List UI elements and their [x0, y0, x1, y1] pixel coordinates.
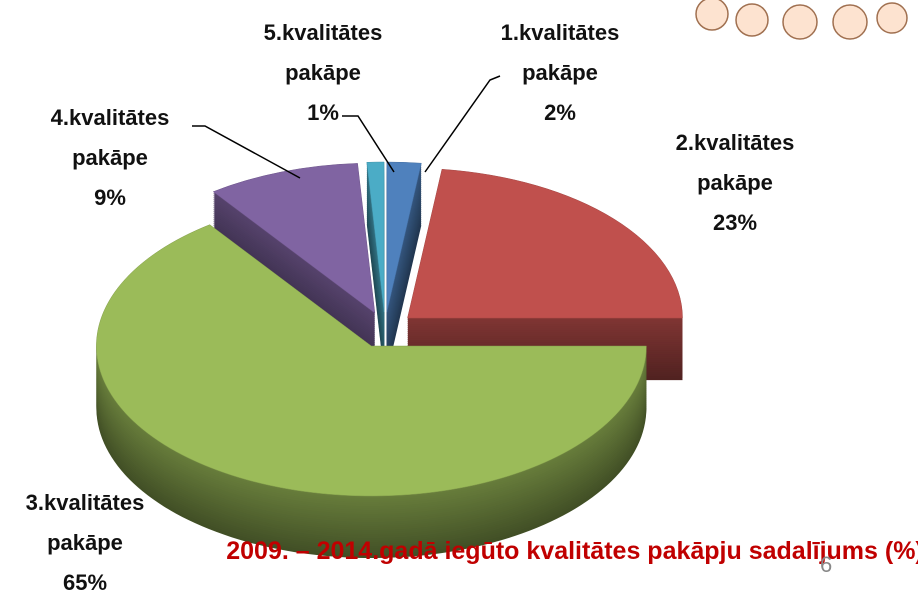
decoration-kids: [695, 0, 908, 40]
value-label: 23%: [712, 210, 758, 235]
slice-label: 4.kvalitātes pakāpe 9%: [25, 98, 195, 218]
leader-line: [424, 75, 501, 173]
value-label: 2%: [544, 100, 576, 125]
pie: [96, 161, 683, 559]
value-label: 9%: [94, 185, 126, 210]
leader-line: [342, 115, 395, 173]
slice-label: 3.kvalitātes pakāpe 65%: [0, 483, 170, 592]
category-label: 4.kvalitātes pakāpe: [50, 105, 170, 170]
value-label: 1%: [307, 100, 339, 125]
category-label: 3.kvalitātes pakāpe: [25, 490, 145, 555]
slice-label: 2.kvalitātes pakāpe 23%: [650, 123, 820, 243]
value-label: 65%: [62, 570, 108, 592]
slice-label: 5.kvalitātes pakāpe 1%: [238, 13, 408, 133]
category-label: 1.kvalitātes pakāpe: [500, 20, 620, 85]
category-label: 2.kvalitātes pakāpe: [675, 130, 795, 195]
slice: [96, 224, 647, 497]
slice: [366, 161, 385, 313]
slide-number: 6: [820, 552, 833, 577]
kid-face: [876, 2, 908, 34]
category-label: 5.kvalitātes pakāpe: [263, 20, 383, 85]
slice-label: 1.kvalitātes pakāpe 2%: [475, 13, 645, 133]
chart-title: 2009. – 2014.gadā iegūto kvalitātes pakā…: [226, 537, 918, 565]
kid-face: [735, 3, 769, 37]
kid-face: [782, 4, 818, 40]
kid-face: [695, 0, 729, 31]
leader-line: [192, 125, 301, 179]
slice: [407, 169, 683, 319]
kid-face: [832, 4, 868, 40]
slice: [212, 163, 376, 314]
